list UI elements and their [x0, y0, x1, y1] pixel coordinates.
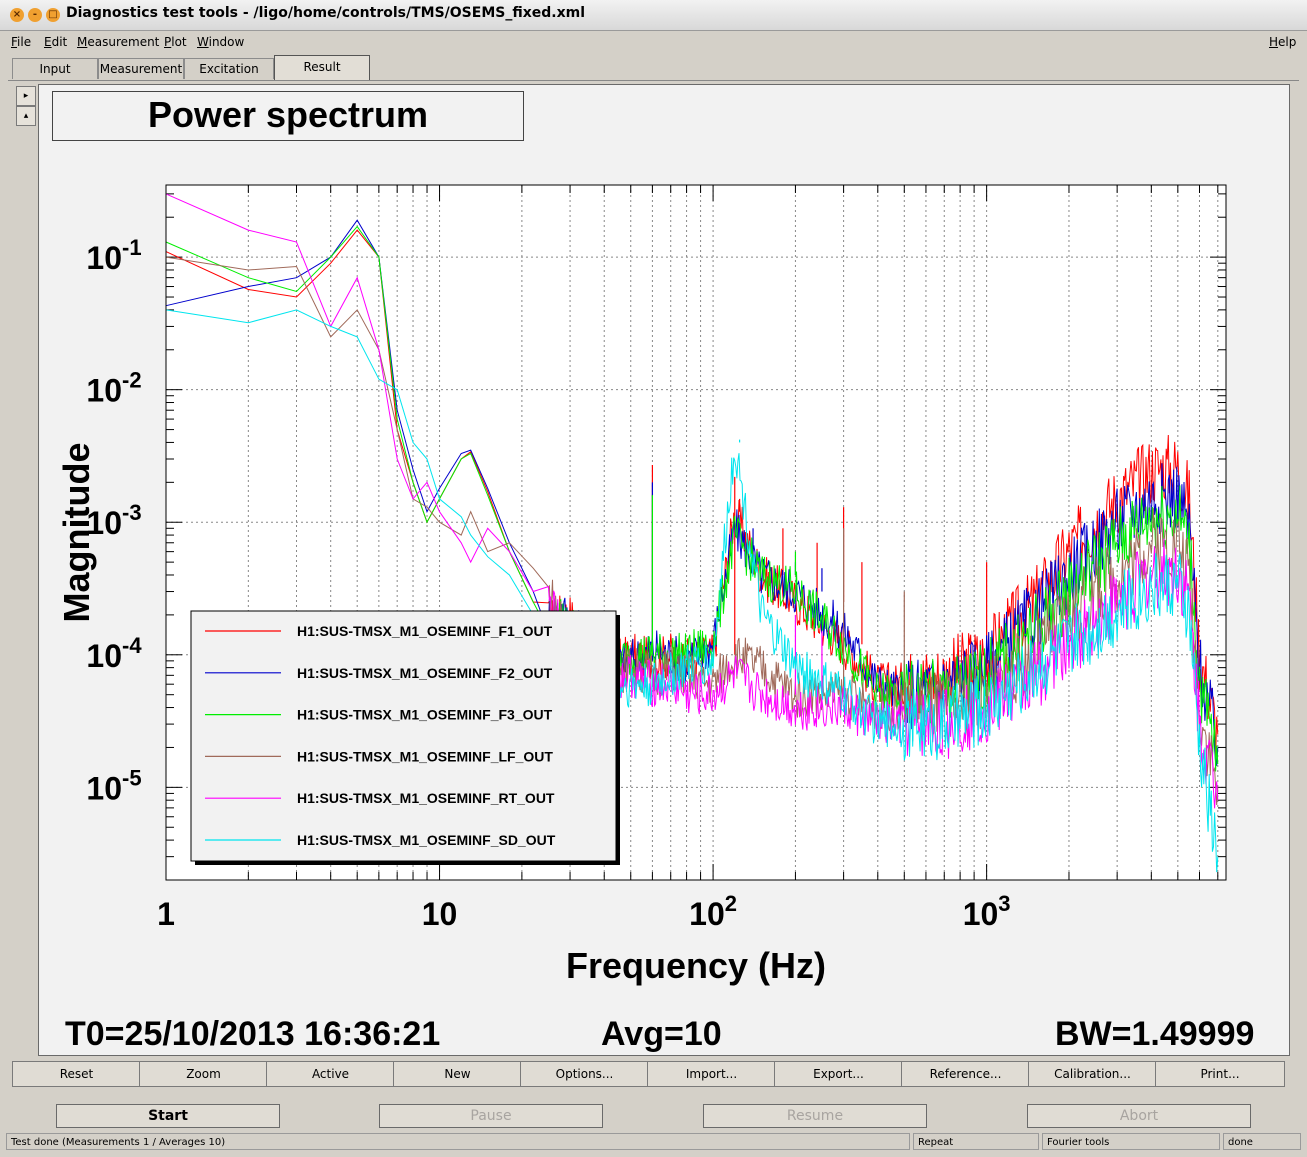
plot-canvas[interactable]: 1 10 102 103 10-1 10-2 10-3 10-4 10-5 Frequency (…: [38, 84, 1290, 1056]
legend-entry: H1:SUS-TMSX_M1_OSEMINF_SD_OUT: [297, 832, 556, 848]
active-button[interactable]: Active: [266, 1061, 395, 1087]
series-line: [165, 309, 1219, 873]
menu-plot[interactable]: Plot: [164, 35, 187, 49]
pause-button[interactable]: Pause: [379, 1104, 603, 1128]
abort-button[interactable]: Abort: [1027, 1104, 1251, 1128]
import-button[interactable]: Import...: [647, 1061, 776, 1087]
print-button[interactable]: Print...: [1155, 1061, 1285, 1087]
resume-button[interactable]: Resume: [703, 1104, 927, 1128]
y-tick-label: 10-1: [86, 235, 141, 276]
plot-frame: [165, 184, 1227, 881]
avg-readout: Avg=10: [601, 1015, 722, 1053]
y-tick-label: 10-2: [86, 368, 141, 409]
y-tick-label: 10-3: [86, 500, 141, 541]
new-button[interactable]: New: [393, 1061, 522, 1087]
bw-readout: BW=1.49999: [1055, 1015, 1255, 1053]
x-tick-label: 102: [689, 891, 737, 932]
minimize-icon[interactable]: -: [28, 8, 42, 22]
status-tool: Fourier tools: [1042, 1133, 1220, 1150]
menu-file[interactable]: File: [11, 35, 32, 49]
legend-entry: H1:SUS-TMSX_M1_OSEMINF_RT_OUT: [297, 790, 555, 806]
plot-title: Power spectrum: [52, 91, 524, 141]
control-row: Start Pause Resume Abort: [0, 1101, 1307, 1129]
reference-button[interactable]: Reference...: [901, 1061, 1030, 1087]
options-button[interactable]: Options...: [520, 1061, 649, 1087]
status-state: done: [1223, 1133, 1301, 1150]
t0-readout: T0=25/10/2013 16:36:21: [65, 1015, 441, 1053]
legend-entry: H1:SUS-TMSX_M1_OSEMINF_LF_OUT: [297, 748, 553, 764]
x-tick-label: 1: [157, 896, 175, 932]
maximize-icon[interactable]: □: [46, 8, 60, 22]
expand-right-icon[interactable]: ▸: [16, 86, 36, 106]
tab-input[interactable]: Input: [12, 58, 98, 79]
reset-button[interactable]: Reset: [12, 1061, 141, 1087]
menu-measurement[interactable]: Measurement: [77, 35, 160, 49]
tab-excitation[interactable]: Excitation: [184, 58, 274, 79]
power-spectrum-chart[interactable]: 1 10 102 103 10-1 10-2 10-3 10-4 10-5 Frequency (…: [39, 85, 1289, 1055]
legend-box: [190, 610, 617, 862]
plot-button-row: Reset Zoom Active New Options... Import.…: [12, 1061, 1287, 1087]
legend-entry: H1:SUS-TMSX_M1_OSEMINF_F3_OUT: [297, 707, 553, 723]
x-axis-label: Frequency (Hz): [566, 945, 826, 986]
zoom-button[interactable]: Zoom: [139, 1061, 268, 1087]
legend-entry: H1:SUS-TMSX_M1_OSEMINF_F1_OUT: [297, 623, 553, 639]
series-line: [165, 219, 1219, 766]
export-button[interactable]: Export...: [774, 1061, 903, 1087]
calibration-button[interactable]: Calibration...: [1028, 1061, 1157, 1087]
legend-entry: H1:SUS-TMSX_M1_OSEMINF_F2_OUT: [297, 665, 553, 681]
menu-edit[interactable]: Edit: [44, 35, 68, 49]
tab-bar: Input Measurement Excitation Result: [0, 55, 1307, 81]
y-axis-label: Magnitude: [56, 443, 97, 623]
status-bar: Test done (Measurements 1 / Averages 10)…: [0, 1132, 1307, 1152]
menu-window[interactable]: Window: [197, 35, 245, 49]
title-bar: × - □ Diagnostics test tools - /ligo/hom…: [0, 0, 1307, 31]
status-message: Test done (Measurements 1 / Averages 10): [6, 1133, 910, 1150]
menu-bar: File Edit Measurement Plot Window Help: [0, 31, 1307, 53]
close-icon[interactable]: ×: [10, 8, 24, 22]
x-tick-label: 103: [963, 891, 1011, 932]
start-button[interactable]: Start: [56, 1104, 280, 1128]
y-tick-label: 10-4: [86, 633, 142, 674]
tab-measurement[interactable]: Measurement: [98, 58, 184, 79]
menu-help[interactable]: Help: [1269, 35, 1297, 49]
tab-panel-divider: [8, 80, 1299, 81]
collapse-icon[interactable]: ▴: [16, 106, 36, 126]
x-tick-label: 10: [422, 896, 458, 932]
tab-result[interactable]: Result: [274, 55, 370, 80]
status-mode: Repeat: [913, 1133, 1039, 1150]
window-title: Diagnostics test tools - /ligo/home/cont…: [66, 5, 585, 21]
y-tick-label: 10-5: [86, 765, 141, 806]
